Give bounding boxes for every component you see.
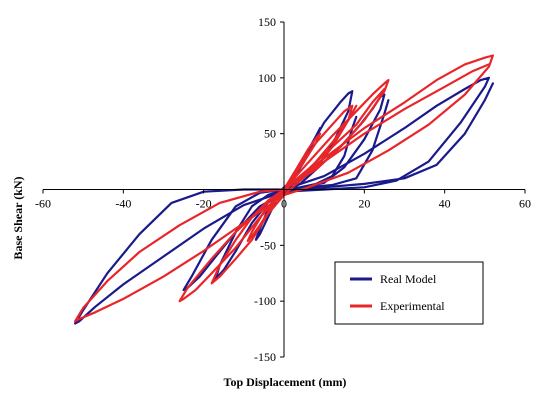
y-tick-label: -150 bbox=[254, 350, 276, 364]
y-tick-label: -100 bbox=[254, 294, 276, 308]
x-axis-title: Top Displacement (mm) bbox=[224, 375, 347, 389]
axes bbox=[42, 21, 526, 358]
legend: Real Model Experimental bbox=[334, 261, 484, 325]
x-tick-label: 60 bbox=[519, 197, 531, 211]
series-line-real-model bbox=[74, 76, 494, 325]
x-tick-label: 40 bbox=[439, 197, 451, 211]
y-tick-label: 150 bbox=[258, 15, 276, 29]
x-tick-label: 0 bbox=[281, 197, 287, 211]
y-axis-title: Base Shear (kN) bbox=[11, 176, 25, 259]
y-tick-label: -50 bbox=[260, 238, 276, 252]
tick-labels: -60 -40 -20 0 20 40 60 -150 -100 -50 50 100 150 bbox=[35, 15, 531, 364]
x-tick-label: -40 bbox=[115, 197, 131, 211]
legend-label-real-model: Real Model bbox=[380, 272, 437, 286]
x-tick-label: -60 bbox=[35, 197, 51, 211]
legend-label-experimental: Experimental bbox=[380, 299, 445, 313]
x-tick-label: -20 bbox=[196, 197, 212, 211]
series-line-experimental bbox=[74, 54, 494, 323]
y-tick-label: 50 bbox=[264, 127, 276, 141]
y-tick-label: 100 bbox=[258, 71, 276, 85]
x-tick-label: 20 bbox=[358, 197, 370, 211]
legend-box bbox=[334, 261, 484, 325]
